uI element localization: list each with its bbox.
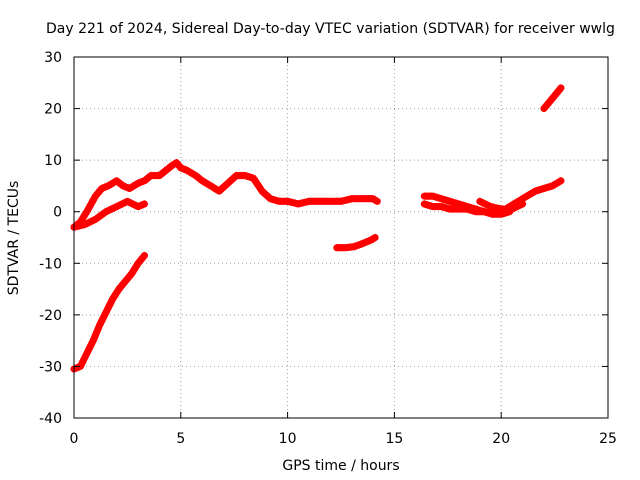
y-tick-label: 30 [44, 50, 62, 66]
grid [74, 57, 608, 418]
series-top-segment-band [543, 84, 562, 107]
series-short-segment-band [335, 233, 376, 246]
x-tick-label: 20 [492, 431, 510, 447]
series-lower-branch [70, 197, 148, 231]
x-tick-label: 25 [599, 431, 617, 447]
x-axis-label: GPS time / hours [282, 458, 399, 474]
series-steep-rise [70, 252, 148, 373]
series-dip-segment [476, 197, 527, 213]
series-top-segment [540, 84, 565, 113]
y-tick-label: 0 [53, 205, 62, 221]
y-axis-label: SDTVAR / TECUs [6, 181, 22, 296]
series-main-track [70, 159, 381, 231]
x-tick-label: 0 [70, 431, 79, 447]
series-upper-track-band [423, 177, 562, 213]
x-tick-label: 5 [176, 431, 185, 447]
x-tick-label: 10 [279, 431, 297, 447]
series-main-track-band [73, 158, 379, 225]
axes: 0 5 10 15 20 25 -40 -30 -20 -10 0 10 20 30 [39, 50, 617, 447]
x-tick-label: 15 [385, 431, 403, 447]
y-tick-label: -20 [39, 308, 62, 324]
series-lower-track [420, 200, 514, 218]
series-steep-rise-band [73, 251, 146, 367]
series-short-segment [333, 234, 379, 252]
y-tick-label: 10 [44, 153, 62, 169]
chart-title: Day 221 of 2024, Sidereal Day-to-day VTE… [46, 21, 615, 37]
series-lower-branch-band [73, 197, 146, 225]
y-tick-label: -30 [39, 359, 62, 375]
plot-frame [73, 56, 609, 419]
y-tick-label: -40 [39, 411, 62, 427]
y-tick-label: -10 [39, 256, 62, 272]
plot-area [70, 84, 565, 373]
series-dip-segment-band [479, 197, 524, 207]
y-tick-label: 20 [44, 102, 62, 118]
